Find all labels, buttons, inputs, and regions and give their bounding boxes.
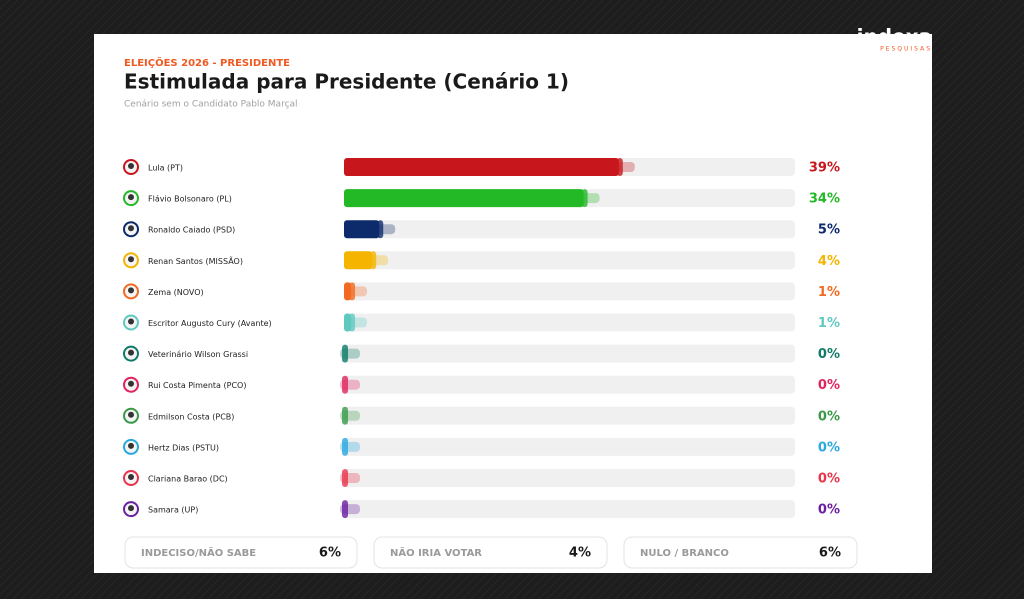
bar: [344, 220, 380, 239]
bar-cap: [342, 406, 348, 425]
value-label: 0%: [818, 472, 840, 487]
avatar-face: [128, 163, 134, 169]
value-label: 1%: [818, 316, 840, 331]
value-label: 4%: [818, 254, 840, 269]
candidate-name: Samara (UP): [148, 506, 198, 515]
summary-value: 6%: [819, 546, 841, 561]
brand: indexa: [857, 25, 932, 49]
bar-track: [344, 220, 795, 239]
candidate-name: Flávio Bolsonaro (PL): [148, 195, 232, 204]
candidate-name: Veterinário Wilson Grassi: [148, 350, 248, 359]
avatar-face: [128, 287, 134, 294]
bar-cap: [342, 344, 348, 363]
bar-track: [344, 313, 795, 332]
candidate-name: Rui Costa Pimenta (PCO): [148, 381, 246, 390]
bar-cap: [342, 469, 348, 487]
value-label: 0%: [818, 440, 840, 455]
bar-track: [344, 282, 795, 301]
value-label: 34%: [809, 192, 840, 207]
value-label: 1%: [818, 285, 840, 300]
avatar-face: [128, 318, 134, 325]
summary-value: 6%: [319, 546, 341, 561]
candidate-name: Ronaldo Caiado (PSD): [148, 226, 235, 235]
candidate-name: Zema (NOVO): [148, 288, 204, 297]
value-label: 0%: [818, 347, 840, 362]
avatar-face: [128, 194, 134, 201]
candidate-name: Escritor Augusto Cury (Avante): [148, 319, 272, 328]
bar: [344, 282, 352, 301]
candidate-name: Lula (PT): [148, 164, 183, 173]
value-label: 5%: [818, 223, 840, 238]
value-label: 39%: [809, 161, 840, 176]
bar-track: [344, 375, 795, 394]
bar-track: [344, 469, 795, 487]
summary-box: [623, 536, 858, 569]
avatar-face: [128, 411, 134, 418]
brand-sub: PESQUISAS: [880, 46, 932, 53]
bar-track: [344, 437, 795, 456]
bar-track: [344, 251, 795, 270]
value-label: 0%: [818, 409, 840, 424]
avatar-face: [128, 474, 134, 480]
avatar-face: [128, 256, 134, 263]
candidate-name: Edmilson Costa (PCB): [148, 412, 234, 421]
summary-value: 4%: [569, 546, 591, 561]
subtitle: Cenário sem o Candidato Pablo Marçal: [124, 100, 298, 110]
candidate-name: Clariana Barao (DC): [148, 475, 228, 484]
summary-label: INDECISO/NÃO SABE: [141, 546, 256, 559]
summary-box: [373, 536, 608, 569]
candidate-name: Renan Santos (MISSÃO): [148, 256, 243, 266]
bar: [344, 158, 619, 176]
value-label: 0%: [818, 378, 840, 393]
avatar-face: [128, 442, 134, 449]
candidate-name: Hertz Dias (PSTU): [148, 443, 219, 452]
bar-track: [344, 406, 795, 425]
bar: [344, 313, 352, 332]
bar-track: [344, 500, 795, 519]
bar-cap: [342, 375, 348, 394]
value-label: 0%: [818, 503, 840, 518]
bar-track: [344, 344, 795, 363]
chart-title: Estimulada para Presidente (Cenário 1): [124, 70, 569, 94]
avatar-face: [128, 225, 134, 232]
card: [94, 34, 932, 573]
bar: [344, 251, 373, 270]
summary-label: NULO / BRANCO: [640, 548, 729, 559]
bar-cap: [342, 437, 348, 456]
avatar-face: [128, 505, 134, 512]
kicker: ELEIÇÕES 2026 - PRESIDENTE: [124, 56, 290, 69]
summary-label: NÃO IRIA VOTAR: [390, 546, 482, 559]
avatar-face: [128, 380, 134, 387]
bar-cap: [342, 500, 348, 519]
avatar-face: [128, 349, 134, 356]
bar: [344, 189, 584, 208]
summary-box: [124, 536, 358, 569]
